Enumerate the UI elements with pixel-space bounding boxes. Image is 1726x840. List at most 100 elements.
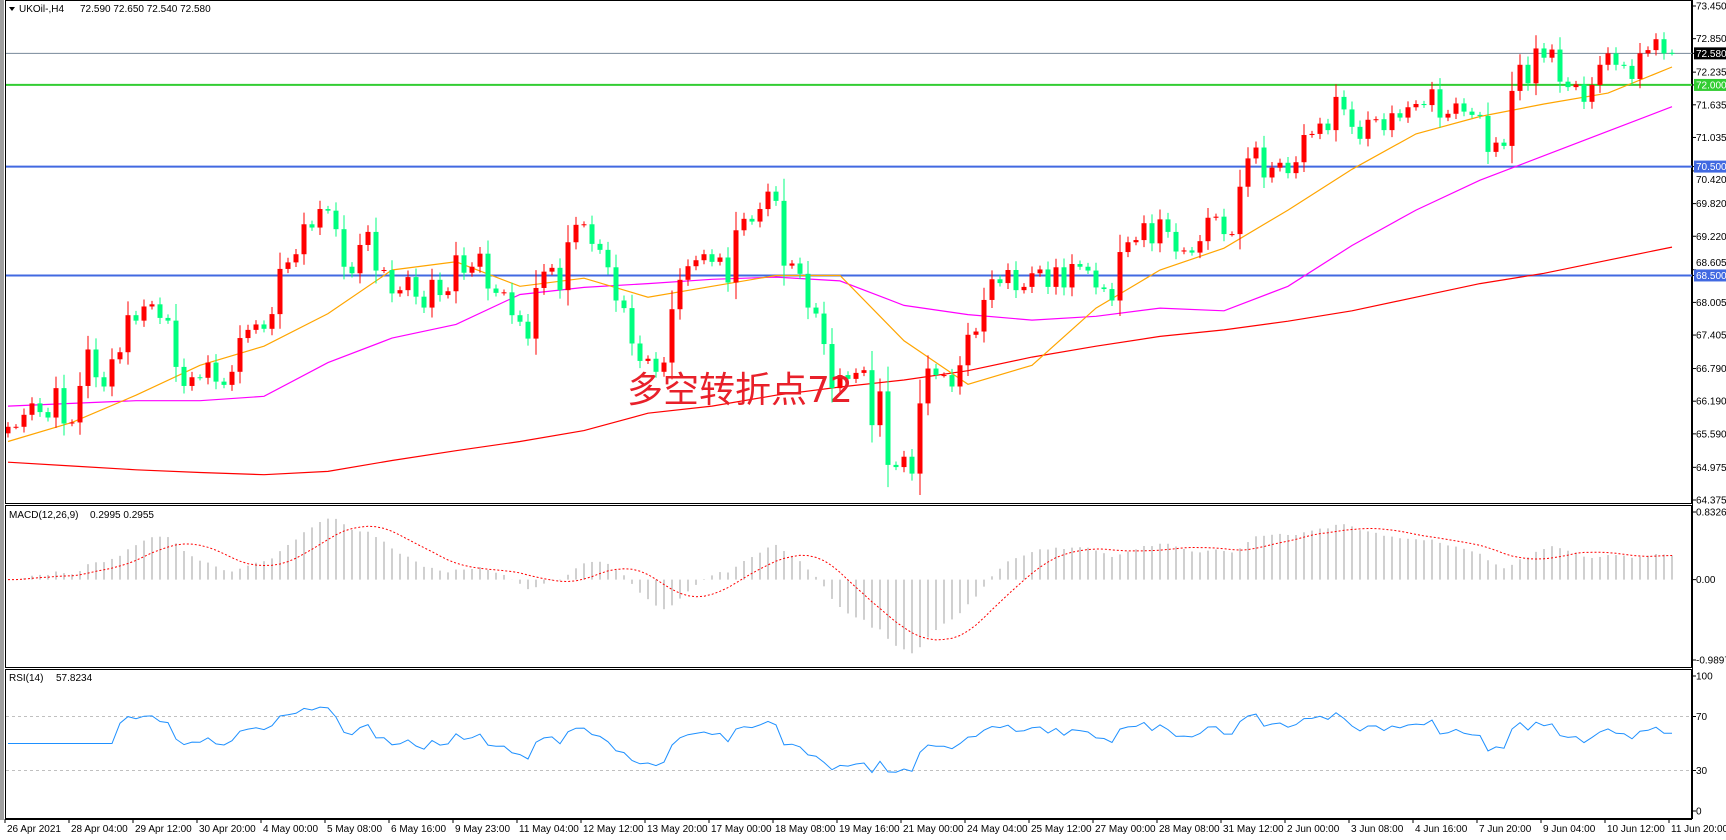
candle <box>293 249 299 268</box>
candle-body <box>829 344 835 389</box>
price-axis-label: 68.605 <box>1696 258 1726 269</box>
candle-body <box>933 368 939 376</box>
candle-body <box>965 334 971 366</box>
candle-body <box>845 375 851 379</box>
candle <box>277 252 283 329</box>
candle-body <box>501 292 507 294</box>
candle-body <box>445 291 451 296</box>
candle <box>829 328 835 403</box>
candle-body <box>1005 270 1011 284</box>
candle <box>1325 118 1331 135</box>
candle-body <box>349 266 355 274</box>
candle <box>917 379 923 496</box>
candle-body <box>293 254 299 263</box>
candle-body <box>613 267 619 301</box>
collapse-triangle-icon[interactable] <box>9 7 15 11</box>
macd-title: MACD(12,26,9) <box>9 510 78 521</box>
time-axis-label: 5 May 08:00 <box>327 824 382 835</box>
candle-body <box>1653 39 1659 51</box>
candle <box>1453 97 1459 120</box>
candle <box>1661 32 1667 60</box>
candle <box>509 282 515 324</box>
candle <box>301 212 307 265</box>
price-axis-label: 64.375 <box>1696 496 1726 507</box>
candle-body <box>277 268 283 315</box>
candle-body <box>573 224 579 243</box>
candle <box>37 398 43 417</box>
candle-body <box>1389 113 1395 131</box>
candle <box>525 313 531 346</box>
time-axis-label: 6 May 16:00 <box>391 824 446 835</box>
candle <box>1421 100 1427 108</box>
candle-body <box>1581 84 1587 102</box>
candle <box>485 240 491 301</box>
candle <box>205 355 211 385</box>
candle <box>845 371 851 383</box>
candle-body <box>1501 142 1507 146</box>
candle-body <box>1461 103 1467 112</box>
time-axis-label: 25 May 12:00 <box>1031 824 1092 835</box>
time-axis-label: 13 May 20:00 <box>647 824 708 835</box>
candle-body <box>141 306 147 321</box>
candle <box>1141 215 1147 248</box>
candle <box>573 216 579 250</box>
candle <box>101 371 107 392</box>
candle <box>1221 208 1227 242</box>
candle-body <box>341 229 347 267</box>
main-price-panel[interactable] <box>5 0 1692 504</box>
rsi-panel[interactable] <box>5 669 1692 819</box>
candle <box>6 422 11 438</box>
candle-body <box>149 304 155 307</box>
candle-body <box>157 304 163 318</box>
candle <box>1381 113 1387 136</box>
candle-body <box>333 210 339 230</box>
candle <box>861 366 867 377</box>
candle <box>1229 231 1235 237</box>
candle <box>1533 35 1539 96</box>
candle-body <box>485 253 491 289</box>
candle <box>1197 235 1203 259</box>
candle <box>245 324 251 343</box>
annotation-text: 多空转折点72 <box>627 370 853 411</box>
candle-body <box>1605 53 1611 65</box>
candle <box>477 247 483 273</box>
time-axis-label: 29 Apr 12:00 <box>135 824 192 835</box>
candle-body <box>1101 287 1107 290</box>
candle <box>909 448 915 481</box>
candle <box>1477 111 1483 119</box>
candle-body <box>1533 48 1539 84</box>
candle-body <box>165 317 171 321</box>
candle-body <box>805 273 811 308</box>
candle <box>309 220 315 231</box>
candle-body <box>6 426 11 434</box>
candle-body <box>1253 147 1259 159</box>
candle <box>1061 258 1067 296</box>
candle <box>781 178 787 286</box>
candle <box>941 372 947 378</box>
candle <box>1269 162 1275 183</box>
candle <box>61 374 67 436</box>
candle-body <box>1429 89 1435 106</box>
candle <box>933 363 939 380</box>
candle <box>181 358 187 394</box>
candle-body <box>989 279 995 300</box>
candle <box>1069 254 1075 297</box>
candle-body <box>1245 158 1251 187</box>
candle <box>693 255 699 271</box>
candle <box>1581 76 1587 109</box>
candle-body <box>549 267 555 272</box>
candle-body <box>253 324 259 330</box>
candle <box>717 253 723 266</box>
candle <box>957 356 963 395</box>
candle-body <box>541 271 547 288</box>
candle-body <box>509 292 515 316</box>
candle-body <box>357 244 363 274</box>
price-axis-label: 71.635 <box>1696 100 1726 111</box>
candle-body <box>765 191 771 210</box>
candle-body <box>1237 186 1243 235</box>
candle-body <box>181 366 187 386</box>
time-axis-label: 27 May 00:00 <box>1095 824 1156 835</box>
candle <box>1525 56 1531 91</box>
candle-body <box>1645 50 1651 54</box>
